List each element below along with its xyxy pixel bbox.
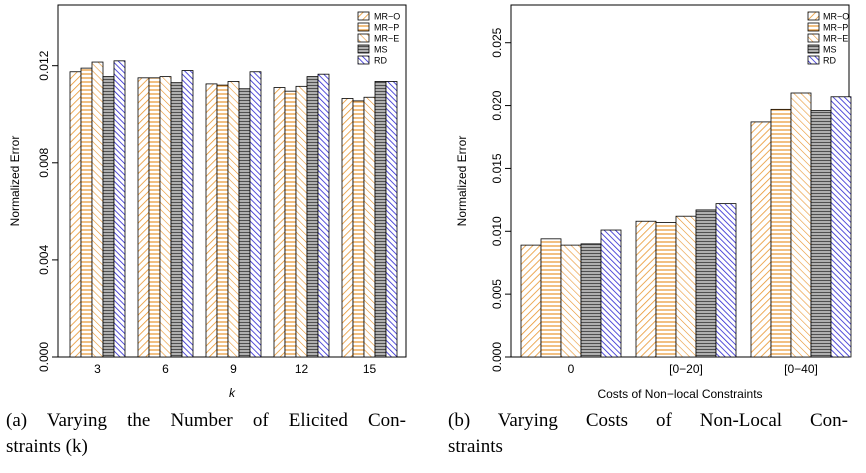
x-tick-label: 6 [162,362,169,376]
y-axis: 0.000 0.004 0.008 0.012 [37,50,58,372]
legend-swatch-mr-e [807,33,820,43]
y-axis-label: Normalized Error [455,136,469,227]
bar-mr-o-0 [69,71,82,358]
x-tick-label: 9 [230,362,237,376]
bar-mr-o-1 [635,220,657,358]
y-axis: 0.000 0.005 0.010 0.015 0.020 0.025 [490,27,511,372]
bar-mr-o-0 [520,244,542,358]
bar-mr-e-1 [675,215,697,358]
x-axis-label: Costs of Non−local Constraints [597,387,762,401]
bar-rd-4 [385,81,398,358]
legend-swatch-mr-e [357,33,370,43]
y-axis-label: Normalized Error [8,136,22,227]
bar-rd-2 [249,71,262,358]
bar-mr-p-0 [80,67,93,358]
bar-mr-p-3 [284,90,297,358]
legend-label-mr-e: MR−E [374,34,399,44]
legend-label-mr-e: MR−E [823,34,848,44]
bar-ms-1 [170,82,183,358]
bar-rd-1 [181,70,194,358]
bar-ms-2 [238,88,251,358]
legend-label-rd: RD [374,56,387,66]
chart-b: 0.000 0.005 0.010 0.015 0.020 0.025 0 [0−20] [0… [455,4,852,401]
bar-mr-e-3 [295,85,308,358]
bar-ms-0 [580,243,602,358]
bar-rd-2 [830,96,852,358]
chart-a: 0.000 0.004 0.008 0.012 3 6 9 12 15 Normalized … [8,4,407,400]
legend-swatch-rd [807,55,820,65]
bars-group [69,60,398,358]
x-tick-label: 0 [568,362,575,376]
y-tick-label: 0.004 [37,245,51,275]
caption-b: (b) Varying Costs of Non-Local Con- stra… [448,408,848,460]
x-tick-label: 15 [363,362,377,376]
legend-label-mr-o: MR−O [823,12,849,22]
bar-mr-e-0 [560,244,582,358]
caption-b-line1: (b) Varying Costs of Non-Local Con- [448,410,848,431]
x-tick-label: 3 [94,362,101,376]
x-tick-label: 12 [295,362,309,376]
y-tick-label: 0.025 [490,27,504,57]
legend-swatch-mr-o [357,11,370,21]
bars-group [520,92,852,358]
bar-rd-0 [600,229,622,358]
x-tick-label: [0−40] [784,362,818,376]
bar-ms-4 [374,81,387,358]
bar-ms-1 [695,209,717,358]
legend-swatch-rd [357,55,370,65]
bar-mr-o-1 [137,77,150,358]
bar-mr-o-2 [205,83,218,358]
legend-label-ms: MS [374,45,388,55]
bar-mr-e-1 [159,76,172,358]
legend-swatch-mr-o [807,11,820,21]
y-tick-label: 0.005 [490,279,504,309]
x-axis: 0 [0−20] [0−40] [568,362,818,376]
bar-mr-e-2 [227,81,240,358]
bar-mr-p-1 [148,77,161,358]
legend-label-rd: RD [823,56,836,66]
y-tick-label: 0.008 [37,147,51,177]
bar-mr-e-4 [363,96,376,358]
bar-mr-o-3 [273,87,286,358]
bar-rd-3 [317,73,330,358]
legend-swatch-ms [357,44,370,54]
y-tick-label: 0.012 [37,50,51,80]
bar-ms-0 [102,76,115,358]
bar-ms-3 [306,76,319,358]
x-axis: 3 6 9 12 15 [94,362,376,376]
legend-swatch-ms [807,44,820,54]
bar-mr-e-2 [790,92,812,358]
y-tick-label: 0.000 [490,342,504,372]
bar-mr-p-2 [216,84,229,358]
legend-label-mr-p: MR−P [374,23,399,33]
y-tick-label: 0.020 [490,90,504,120]
x-tick-label: [0−20] [669,362,703,376]
legend-label-mr-p: MR−P [823,23,848,33]
bar-mr-p-1 [655,222,677,358]
legend-swatch-mr-p [357,22,370,32]
legend-label-mr-o: MR−O [374,12,400,22]
bar-rd-1 [715,203,737,358]
bar-mr-p-2 [770,108,792,358]
caption-b-line2: straints [448,436,503,457]
bar-mr-o-4 [341,98,354,358]
caption-a-line1: (a) Varying the Number of Elicited Con- [6,410,406,431]
y-tick-label: 0.010 [490,216,504,246]
bar-mr-p-4 [352,100,365,358]
bar-ms-2 [810,110,832,358]
bar-mr-e-0 [91,61,104,358]
y-tick-label: 0.015 [490,153,504,183]
caption-a: (a) Varying the Number of Elicited Con- … [6,408,406,460]
legend-label-ms: MS [823,45,837,55]
y-tick-label: 0.000 [37,342,51,372]
bar-rd-0 [113,60,126,358]
bar-mr-p-0 [540,238,562,358]
legend-swatch-mr-p [807,22,820,32]
bar-mr-o-2 [750,121,772,358]
caption-a-line2: straints (k) [6,436,88,457]
x-axis-label: k [229,386,236,400]
